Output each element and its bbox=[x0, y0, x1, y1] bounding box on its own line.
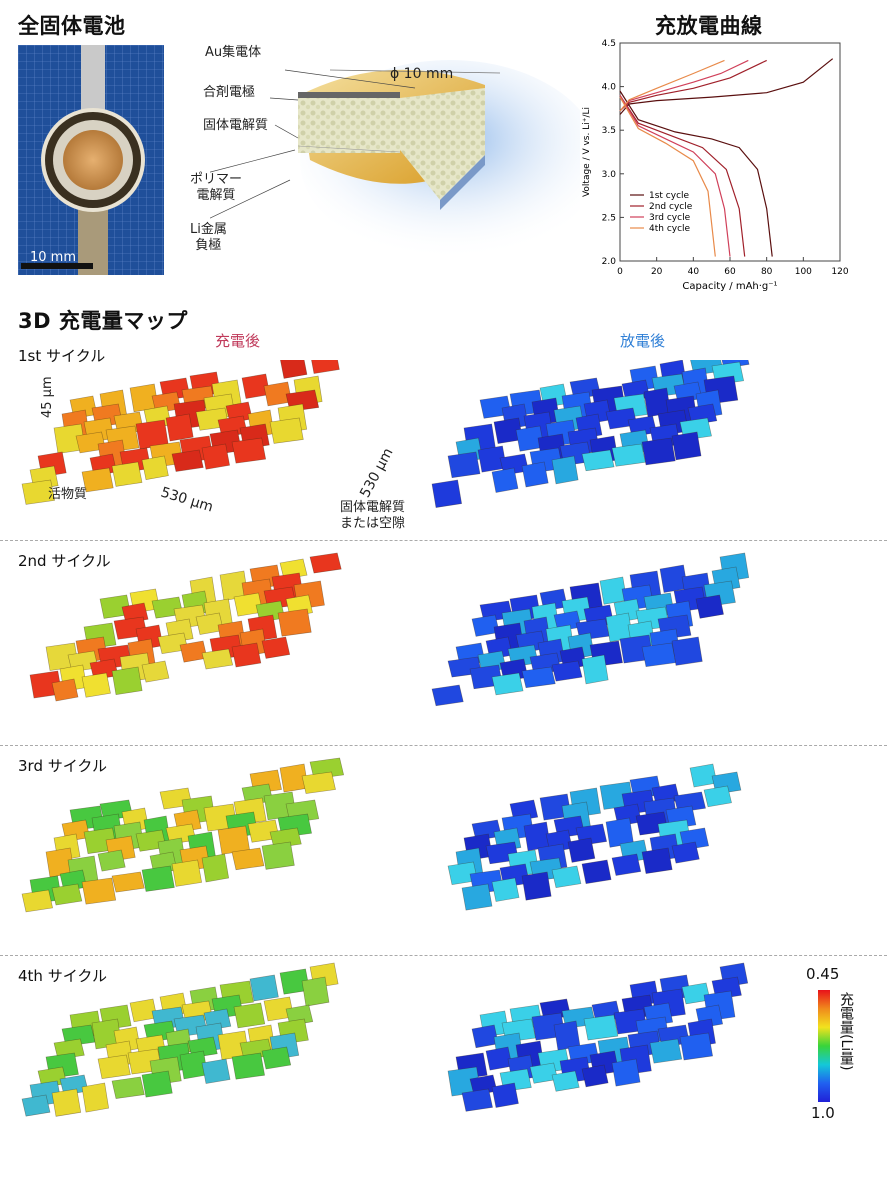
x-tick-label: 60 bbox=[724, 267, 736, 277]
cycle-label-4: 4th サイクル bbox=[18, 967, 107, 985]
diagram-label-solid-electrolyte: 固体電解質 bbox=[203, 118, 269, 133]
charge-map-block bbox=[447, 763, 742, 911]
charge-discharge-chart: 0 20 40 60 80 100 120 2.0 2.5 3.0 3.5 4.0 4.5 Capacit… bbox=[582, 39, 849, 292]
x-tick-label: 40 bbox=[688, 267, 700, 277]
y-axis-label: Voltage / V vs. Li⁺/Li bbox=[582, 107, 592, 197]
cycle-divider bbox=[0, 955, 887, 956]
y-tick-label: 3.5 bbox=[602, 126, 616, 136]
colorbar-title: 充電量(Li量) bbox=[838, 992, 854, 1071]
plot-area bbox=[619, 42, 841, 262]
charge-map-block bbox=[447, 962, 749, 1112]
colorbar-min: 1.0 bbox=[811, 1104, 835, 1122]
y-tick-label: 2.5 bbox=[602, 213, 616, 223]
series-line-discharge bbox=[619, 96, 716, 257]
battery-photo bbox=[18, 45, 164, 275]
diagram-label-li-anode: Li金属 負極 bbox=[190, 222, 227, 253]
legend-entry: 1st cycle bbox=[649, 191, 690, 201]
legend-entry: 3rd cycle bbox=[649, 213, 691, 223]
x-tick-label: 0 bbox=[617, 267, 623, 277]
active-material-label: 活物質 bbox=[48, 487, 88, 502]
electrolyte-void-label: 固体電解質 または空隙 bbox=[340, 500, 406, 531]
series-line-charge bbox=[619, 58, 834, 115]
cycle-label-1: 1st サイクル bbox=[18, 347, 106, 365]
charge-map-block bbox=[29, 552, 342, 702]
legend-entry: 2nd cycle bbox=[649, 202, 693, 212]
series-line-discharge bbox=[619, 94, 731, 257]
x-tick-label: 100 bbox=[795, 267, 812, 277]
diagram-label-composite: 合剤電極 bbox=[203, 85, 256, 100]
charge-map-block bbox=[21, 360, 340, 505]
x-tick-label: 80 bbox=[761, 267, 773, 277]
charge-map-block bbox=[431, 360, 750, 508]
colorbar-max: 0.45 bbox=[806, 965, 840, 983]
x-tick-label: 120 bbox=[831, 267, 848, 277]
charge-map-block bbox=[21, 962, 339, 1117]
discharged-header: 放電後 bbox=[620, 332, 666, 350]
map-title: 3D 充電量マップ bbox=[18, 309, 188, 333]
diagram-label-au: Au集電体 bbox=[205, 45, 262, 60]
colorbar bbox=[818, 990, 830, 1102]
photo-scale-label: 10 mm bbox=[30, 250, 77, 265]
x-axis-label: Capacity / mAh·g⁻¹ bbox=[682, 281, 777, 292]
series-line-charge bbox=[619, 59, 767, 112]
series-line-discharge bbox=[619, 94, 746, 257]
x-tick-label: 20 bbox=[651, 267, 663, 277]
cycle-divider bbox=[0, 745, 887, 746]
battery-title: 全固体電池 bbox=[18, 14, 126, 38]
cycle-label-2: 2nd サイクル bbox=[18, 552, 111, 570]
curve-title: 充放電曲線 bbox=[655, 14, 763, 38]
cell-diagram bbox=[179, 40, 600, 290]
diagram-label-polymer: ポリマー 電解質 bbox=[190, 172, 243, 203]
diameter-label: ϕ 10 mm bbox=[390, 66, 454, 82]
y-tick-label: 3.0 bbox=[602, 170, 617, 180]
y-tick-label: 4.5 bbox=[602, 39, 616, 49]
charge-map-block bbox=[21, 757, 345, 913]
charge-map-grid bbox=[21, 360, 750, 1117]
charge-map-block bbox=[431, 552, 750, 707]
thickness-label: 45 µm bbox=[40, 376, 55, 418]
y-tick-label: 4.0 bbox=[602, 83, 617, 93]
cycle-divider bbox=[0, 540, 887, 541]
series-line-discharge bbox=[619, 90, 773, 257]
series-line-charge bbox=[619, 59, 725, 112]
charged-header: 充電後 bbox=[215, 332, 261, 350]
y-tick-label: 2.0 bbox=[602, 257, 617, 267]
cycle-label-3: 3rd サイクル bbox=[18, 757, 107, 775]
legend-entry: 4th cycle bbox=[649, 224, 691, 234]
